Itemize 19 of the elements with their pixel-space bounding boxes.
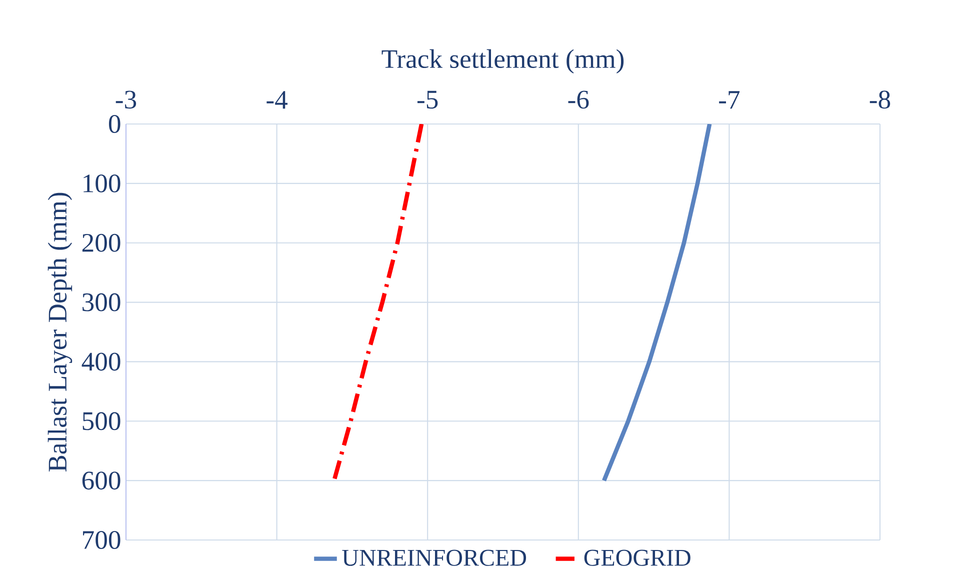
- legend-label: GEOGRID: [584, 550, 690, 566]
- y-tick-label: 100: [84, 174, 120, 192]
- line-series: [602, 124, 712, 483]
- x-axis-title: Track settlement (mm): [382, 49, 624, 74]
- x-tick-label: -6: [568, 90, 589, 109]
- y-tick-label: 200: [82, 234, 120, 252]
- x-tick-label: -8: [870, 90, 890, 109]
- legend-label: UNREINFORCED: [342, 550, 526, 566]
- y-tick-label: 600: [82, 472, 120, 490]
- x-tick-label: -3: [116, 90, 136, 109]
- y-tick-label: 300: [82, 293, 120, 312]
- y-tick-label: 700: [83, 531, 120, 549]
- y-axis-title: Ballast Layer Depth (mm): [48, 192, 72, 472]
- y-tick-label: 500: [82, 412, 120, 430]
- x-tick-label: -5: [417, 90, 438, 109]
- x-tick-label: -7: [719, 91, 740, 109]
- y-tick-label: 0: [108, 115, 120, 133]
- y-tick-label: 400: [82, 352, 120, 371]
- x-tick-label: -4: [266, 91, 288, 109]
